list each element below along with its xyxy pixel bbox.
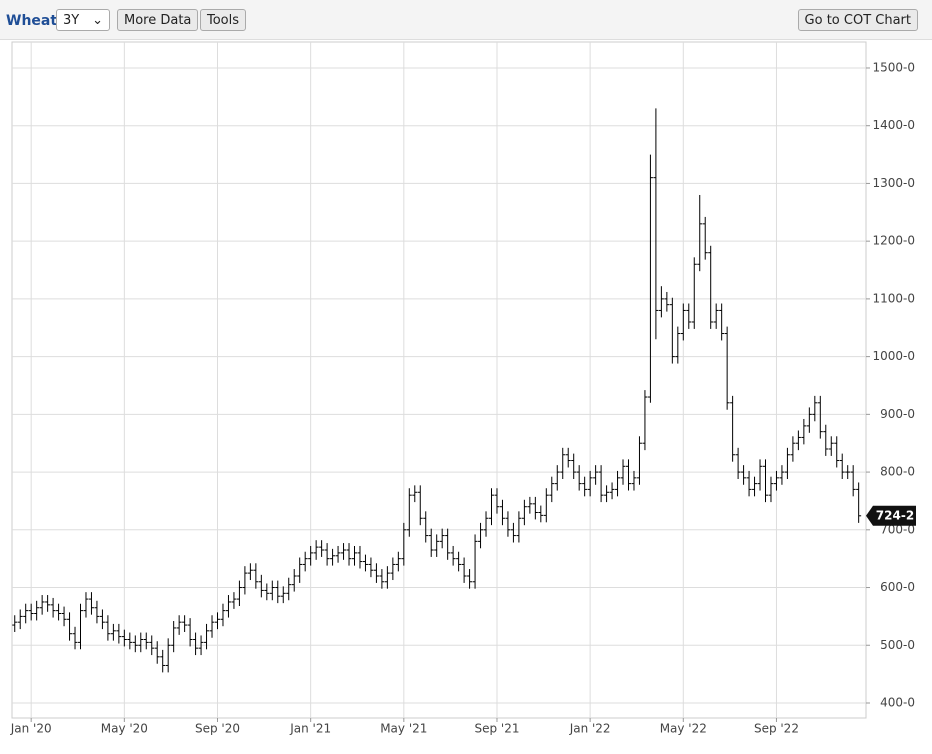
y-tick-label: 1300-0 <box>872 176 915 190</box>
chart: 400-0500-0600-0700-0800-0900-01000-01100… <box>10 41 916 736</box>
y-tick-label: 500-0 <box>880 638 915 652</box>
plot-frame <box>11 41 867 719</box>
range-select[interactable]: 3Y ⌄ <box>56 9 110 31</box>
last-price-label: 724-2 <box>876 508 914 522</box>
y-tick-label: 1100-0 <box>872 291 915 305</box>
x-tick-label: May '21 <box>380 722 427 736</box>
y-tick-label: 1400-0 <box>872 118 915 132</box>
y-tick-label: 800-0 <box>880 465 915 479</box>
toolbar: Wheat 3Y ⌄ More Data Tools Go to COT Char… <box>0 0 932 40</box>
x-tick-label: Sep '22 <box>754 722 799 736</box>
range-value: 3Y <box>63 13 80 28</box>
x-tick-label: Sep '20 <box>195 722 240 736</box>
y-tick-label: 1500-0 <box>872 60 915 74</box>
x-tick-label: Jan '21 <box>289 722 331 736</box>
y-tick-label: 600-0 <box>880 580 915 594</box>
x-tick-label: May '20 <box>101 722 148 736</box>
cot-button[interactable]: Go to COT Chart <box>797 9 918 31</box>
y-tick-label: 1200-0 <box>872 234 915 248</box>
y-tick-label: 1000-0 <box>872 349 915 363</box>
y-tick-label: 400-0 <box>880 695 915 709</box>
tools-button[interactable]: Tools <box>200 9 247 31</box>
x-tick-label: Sep '21 <box>474 722 519 736</box>
x-tick-label: Jan '20 <box>10 722 52 736</box>
y-tick-label: 900-0 <box>880 407 915 421</box>
x-tick-label: Jan '22 <box>569 722 611 736</box>
dropdown-arrow: ⌄ <box>92 13 103 28</box>
symbol: Wheat <box>6 13 58 29</box>
more-data-button[interactable]: More Data <box>117 9 199 31</box>
last-price-badge <box>866 505 916 526</box>
x-tick-label: May '22 <box>660 722 707 736</box>
